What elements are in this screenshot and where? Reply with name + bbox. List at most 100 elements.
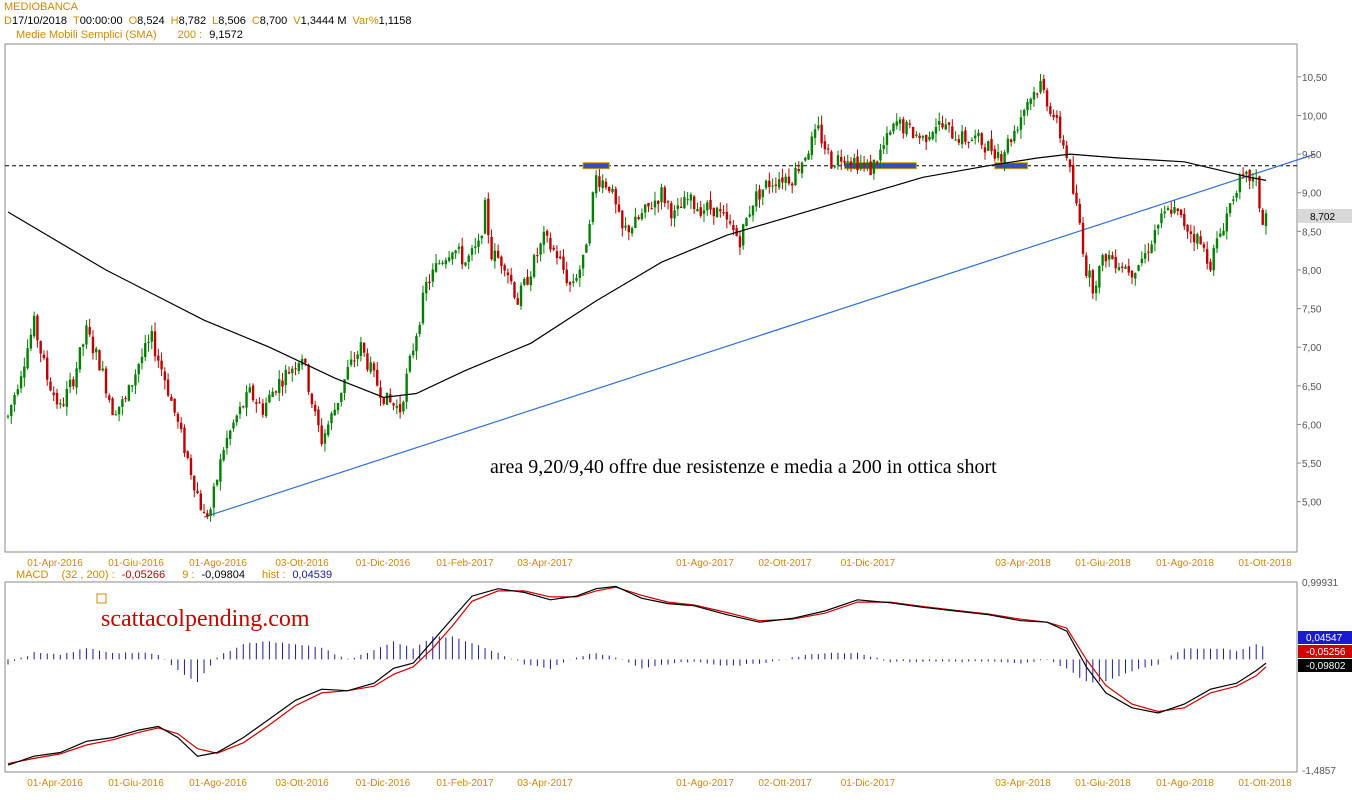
candle-body	[206, 513, 209, 518]
candle-body	[934, 127, 938, 134]
candle-body	[75, 368, 78, 388]
candle-body	[137, 363, 140, 375]
candle-body	[173, 398, 176, 413]
candle-body	[892, 123, 895, 132]
candle-body	[127, 385, 131, 401]
candle-body	[663, 187, 666, 204]
candle-body	[1065, 145, 1068, 159]
candle-body	[804, 157, 807, 161]
candle-body	[242, 406, 245, 408]
watermark: scattacolpending.com	[101, 606, 310, 632]
candle-body	[98, 350, 101, 371]
y-tick-label: 9,50	[1302, 150, 1322, 161]
candle-body	[578, 269, 582, 279]
candle-body	[405, 373, 408, 402]
candle-body	[317, 409, 320, 426]
candle-body	[552, 247, 555, 250]
candle-body	[487, 198, 490, 236]
macd-signal-value: -0,09804	[201, 569, 245, 581]
candle-body	[820, 124, 823, 144]
candle-body	[186, 451, 189, 459]
candle-body	[366, 353, 369, 370]
x-tick-label: 01-Dic-2016	[356, 558, 411, 569]
candle-body	[885, 133, 889, 145]
candle-body	[614, 188, 617, 205]
candle-body	[251, 385, 255, 401]
candle-body	[562, 256, 565, 270]
candle-body	[1215, 238, 1219, 249]
candle-body	[101, 368, 104, 371]
candle-body	[1150, 244, 1153, 253]
candle-body	[987, 141, 990, 151]
macd-value-label: -0,05256	[1306, 647, 1346, 658]
ohlc-key: Var%	[352, 15, 379, 27]
candle-body	[46, 357, 49, 380]
sma-value: 9,1572	[209, 29, 243, 41]
candle-body	[771, 185, 774, 187]
candle-body	[947, 122, 951, 125]
candle-body	[745, 218, 748, 226]
candle-body	[428, 281, 431, 284]
candle-body	[108, 395, 111, 400]
macd-value-box	[1298, 659, 1352, 672]
candle-body	[385, 392, 389, 405]
candle-body	[908, 123, 912, 125]
macd-signal-label: 9 :	[182, 569, 195, 581]
candle-body	[1075, 192, 1078, 204]
candle-body	[255, 402, 258, 404]
candle-body	[895, 121, 898, 126]
candle-body	[657, 200, 660, 204]
candle-body	[1000, 154, 1003, 162]
candle-body	[784, 176, 787, 183]
candle-body	[637, 217, 640, 220]
candle-body	[59, 403, 62, 405]
candle-body	[281, 380, 284, 387]
ohlc-value: 8,506	[218, 15, 246, 27]
x-tick-label: 01-Ott-2018	[1238, 558, 1292, 569]
candle-body	[794, 167, 797, 186]
candle-body	[346, 366, 350, 380]
candle-body	[621, 210, 624, 229]
candle-body	[212, 486, 216, 508]
macd-plot-frame	[4, 581, 1298, 773]
candle-body	[875, 161, 879, 163]
candle-body	[797, 169, 800, 172]
candle-body	[866, 162, 869, 166]
candle-body	[1016, 129, 1019, 131]
candle-body	[549, 237, 552, 250]
candle-body	[594, 175, 598, 194]
candle-body	[973, 135, 977, 139]
sma-legend: Medie Mobili Semplici (SMA) 200 : 9,1572	[16, 29, 249, 41]
candle-body	[291, 368, 294, 373]
candle-body	[575, 278, 578, 281]
candle-body	[477, 240, 480, 247]
candle-body	[23, 366, 26, 378]
candle-body	[1153, 230, 1157, 244]
candle-body	[647, 203, 650, 207]
candle-body	[425, 281, 428, 294]
candle-body	[990, 138, 993, 152]
candle-body	[1032, 91, 1036, 100]
macd-line	[7, 585, 1267, 766]
candle-body	[1140, 258, 1144, 264]
candle-body	[608, 186, 611, 192]
candle-body	[588, 223, 591, 244]
candle-body	[434, 263, 438, 272]
candle-body	[572, 281, 575, 283]
last-price-box	[1298, 208, 1352, 223]
candle-body	[278, 379, 281, 393]
candle-body	[460, 246, 464, 265]
candle-body	[111, 398, 114, 416]
candle-body	[983, 147, 987, 153]
candle-body	[741, 224, 745, 246]
candle-body	[666, 201, 670, 203]
candle-body	[944, 124, 947, 130]
sma-period: 200 :	[177, 29, 203, 41]
candle-body	[523, 279, 526, 285]
candle-body	[591, 192, 595, 222]
candle-body	[996, 152, 1000, 158]
candle-body	[150, 331, 153, 342]
x-tick-label: 01-Dic-2017	[841, 558, 896, 569]
candle-body	[1258, 176, 1261, 209]
